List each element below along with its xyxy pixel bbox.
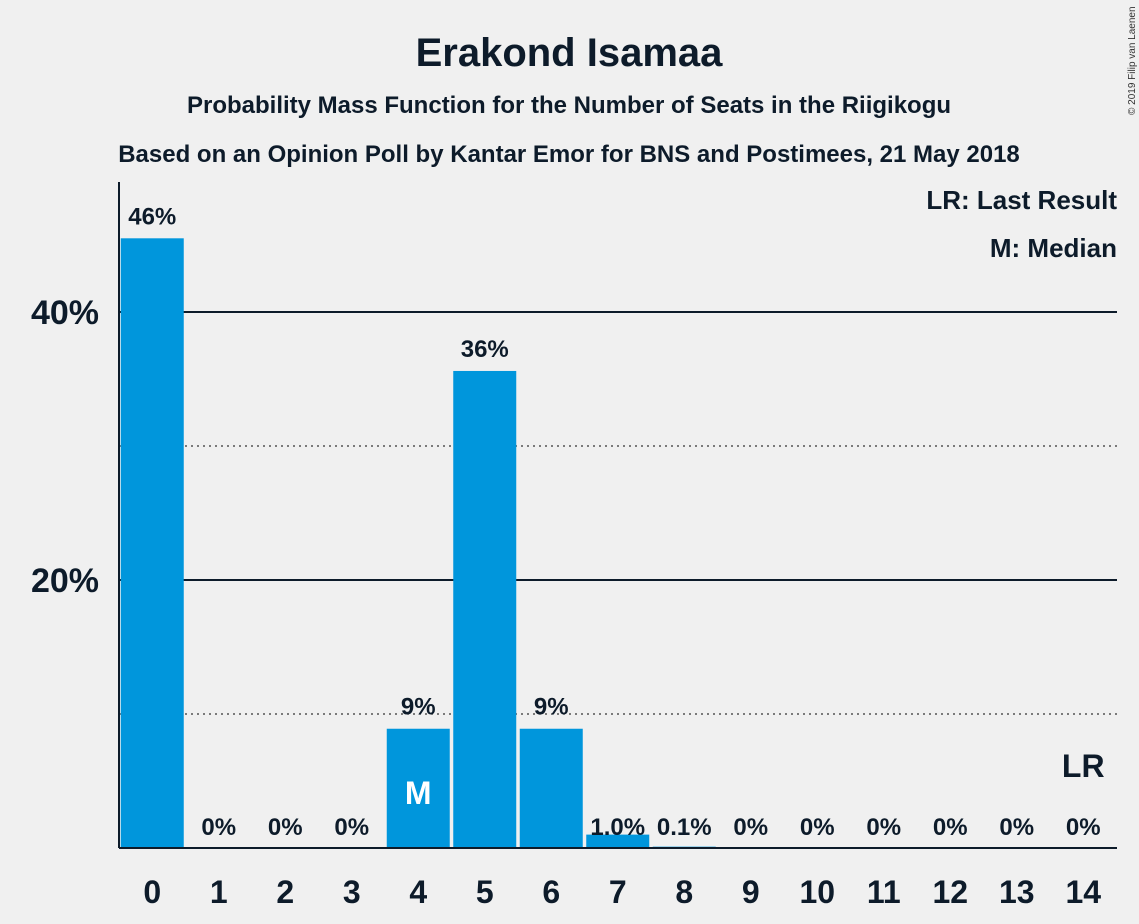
x-tick-label-4: 4 xyxy=(409,874,427,910)
data-label-6: 9% xyxy=(534,694,569,721)
last-result-marker: LR xyxy=(1062,748,1105,784)
chart-subtitle-source: Based on an Opinion Poll by Kantar Emor … xyxy=(118,141,1020,168)
data-label-1: 0% xyxy=(201,814,236,841)
bar-4 xyxy=(386,728,450,848)
bar-5 xyxy=(453,370,517,848)
data-label-5: 36% xyxy=(461,336,509,363)
x-tick-label-14: 14 xyxy=(1065,874,1101,910)
x-tick-label-9: 9 xyxy=(742,874,760,910)
x-tick-label-7: 7 xyxy=(609,874,627,910)
x-tick-label-1: 1 xyxy=(210,874,228,910)
copyright-note: © 2019 Filip van Laenen xyxy=(1127,6,1138,115)
data-label-3: 0% xyxy=(334,814,369,841)
bar-0 xyxy=(120,238,184,849)
x-tick-label-5: 5 xyxy=(476,874,494,910)
x-tick-label-13: 13 xyxy=(999,874,1035,910)
labels-layer: 20%40%46%0% 0% 0%9%36%9%1.0% 0.1% 0% 0% 0% 0% 0%… xyxy=(31,203,1105,910)
bar-7 xyxy=(586,834,650,848)
data-label-0: 46% xyxy=(128,203,176,230)
x-tick-label-11: 11 xyxy=(867,874,901,910)
chart-subtitle: Probability Mass Function for the Number… xyxy=(187,92,951,119)
chart-title: Erakond Isamaa xyxy=(416,31,724,75)
bar-6 xyxy=(519,728,583,848)
data-label-10: 0% xyxy=(800,814,835,841)
y-tick-label-40: 40% xyxy=(31,294,99,332)
data-label-14: 0% xyxy=(1066,814,1101,841)
data-label-12: 0% xyxy=(933,814,968,841)
x-tick-label-0: 0 xyxy=(143,874,161,910)
median-marker: M xyxy=(405,775,432,811)
x-tick-label-2: 2 xyxy=(276,874,294,910)
data-label-13: 0% xyxy=(999,814,1034,841)
legend-median: M: Median xyxy=(990,233,1117,263)
data-label-8: 0.1% xyxy=(657,814,712,841)
legend-last-result: LR: Last Result xyxy=(926,185,1117,215)
grid-layer xyxy=(119,311,1117,715)
data-label-4: 9% xyxy=(401,694,436,721)
axes-layer xyxy=(118,182,1117,849)
data-label-11: 0% xyxy=(866,814,901,841)
y-tick-label-20: 20% xyxy=(31,562,99,600)
x-tick-label-8: 8 xyxy=(675,874,693,910)
x-tick-label-10: 10 xyxy=(799,874,835,910)
data-label-7: 1.0% xyxy=(590,814,645,841)
x-tick-label-6: 6 xyxy=(542,874,560,910)
data-label-2: 0% xyxy=(268,814,303,841)
x-tick-label-12: 12 xyxy=(932,874,968,910)
x-tick-label-3: 3 xyxy=(343,874,361,910)
bars-layer xyxy=(120,238,716,849)
data-label-9: 0% xyxy=(733,814,768,841)
